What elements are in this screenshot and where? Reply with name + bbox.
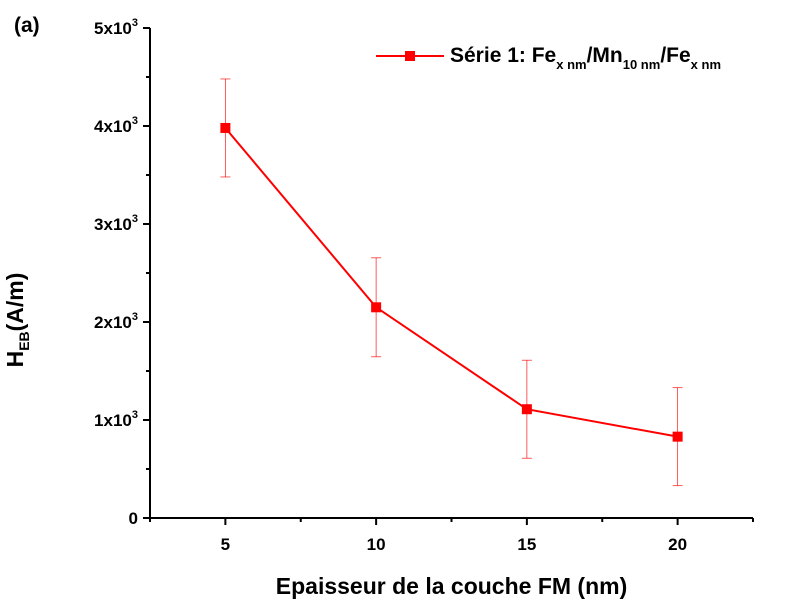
data-point [371,302,382,313]
data-point [220,122,231,133]
legend-text-sub2: 10 nm [622,57,661,72]
series-line [224,127,678,438]
legend-swatch [376,49,444,63]
legend-text-sub1: x nm [556,57,587,72]
tick-labels: 0 1x103 2x103 3x103 4x103 5x103 5 10 15 20 [94,17,687,554]
y-axis-label: HEB(A/m) [2,272,32,368]
legend: Série 1: Fex nm/Mn10 nm/Fex nm [376,44,721,72]
x-tick-label: 20 [668,535,687,554]
x-tick-label: 5 [221,535,230,554]
y-axis-label-unit: (A/m) [2,272,28,332]
legend-marker [405,51,415,61]
legend-label: Série 1: Fex nm/Mn10 nm/Fex nm [450,44,721,72]
x-tick-label: 10 [367,535,386,554]
y-tick-label: 3x103 [94,213,138,234]
y-tick-label: 2x103 [94,311,138,332]
panel-label: (a) [14,14,40,37]
legend-text-mid1: /Mn [586,44,623,67]
legend-text-prefix: Série 1: Fe [450,44,557,67]
axes [143,27,754,525]
y-axis-label-main: H [2,350,28,368]
data-series [220,122,683,442]
y-axis-label-sub: EB [16,331,32,351]
legend-text-mid2: /Fe [660,44,691,67]
y-tick-label: 5x103 [94,17,138,38]
legend-text-sub3: x nm [690,57,721,72]
data-point [672,431,683,442]
y-tick-label: 0 [129,509,138,528]
x-axis-label: Epaisseur de la couche FM (nm) [275,573,628,599]
y-tick-label: 1x103 [94,409,138,430]
x-tick-label: 15 [517,535,536,554]
y-tick-label: 4x103 [94,115,138,136]
data-point [521,404,532,415]
